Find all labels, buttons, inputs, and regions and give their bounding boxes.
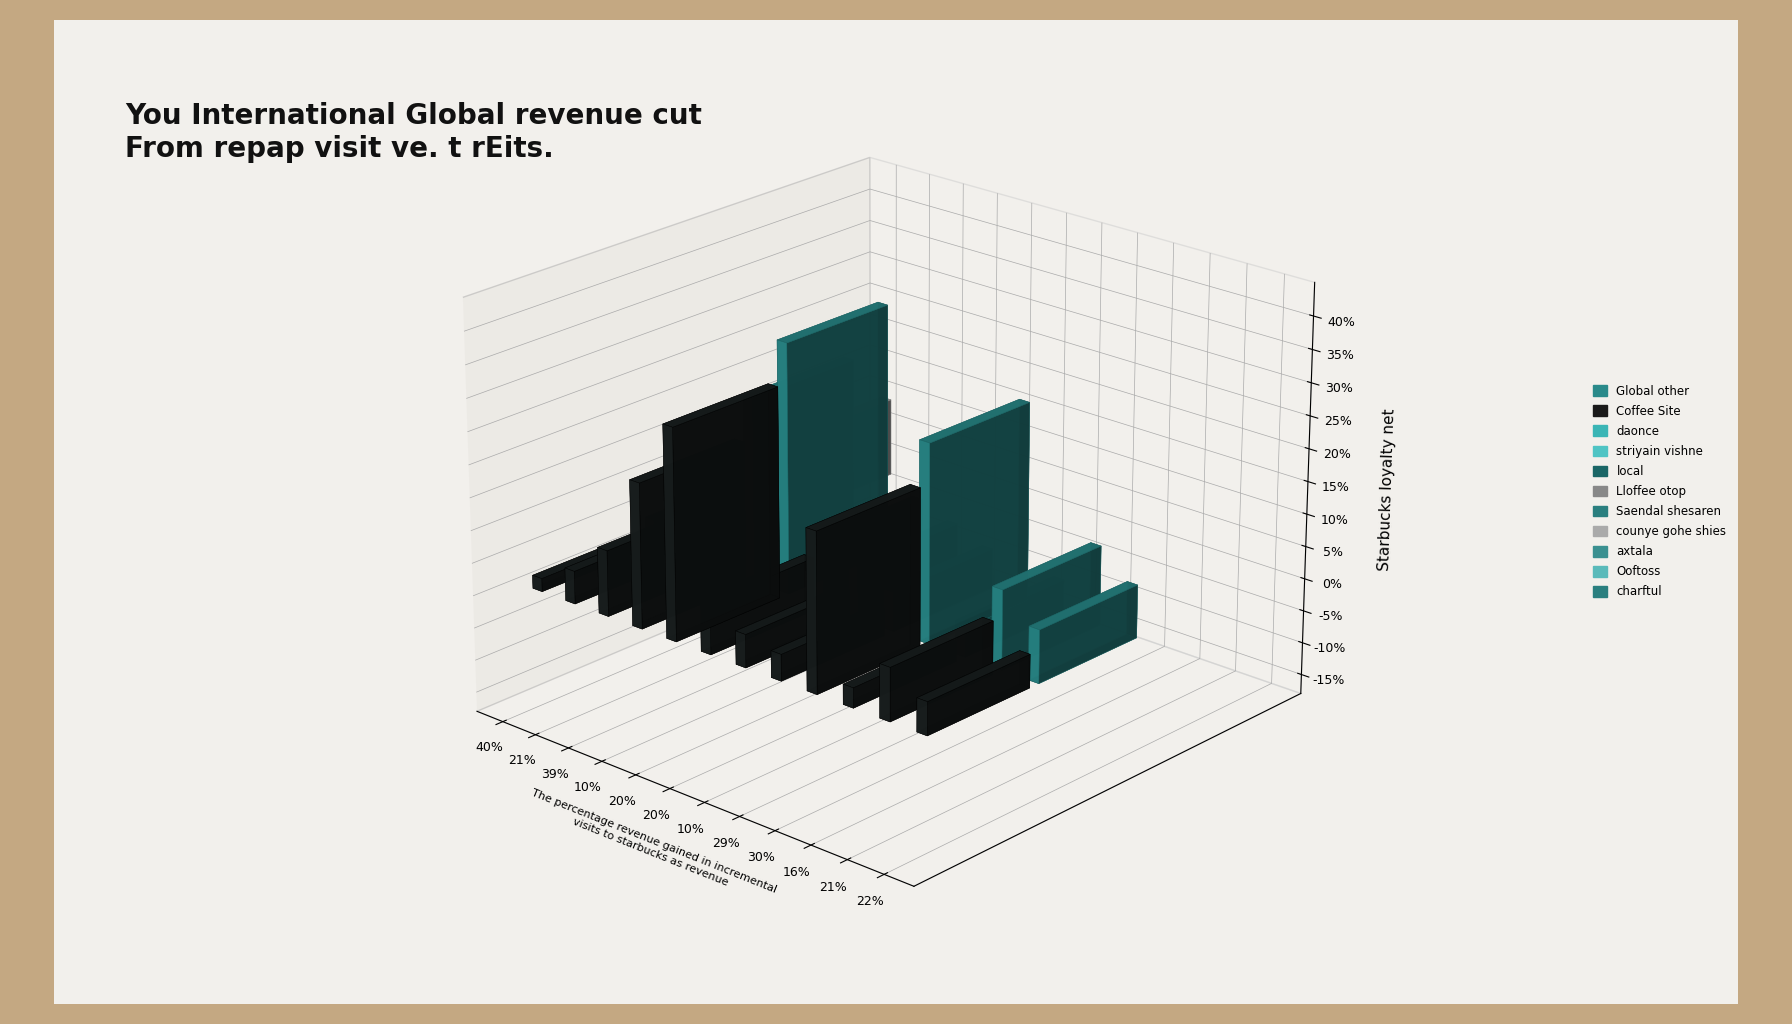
Text: You International Global revenue cut
From repap visit ve. t rEits.: You International Global revenue cut Fro…: [125, 102, 702, 163]
X-axis label: The percentage revenue gained in incremental
visits to starbucks as revenue: The percentage revenue gained in increme…: [525, 787, 778, 905]
Legend: Global other, Coffee Site, daonce, striyain vishne, local, Lloffee otop, Saendal: Global other, Coffee Site, daonce, striy…: [1588, 379, 1733, 604]
